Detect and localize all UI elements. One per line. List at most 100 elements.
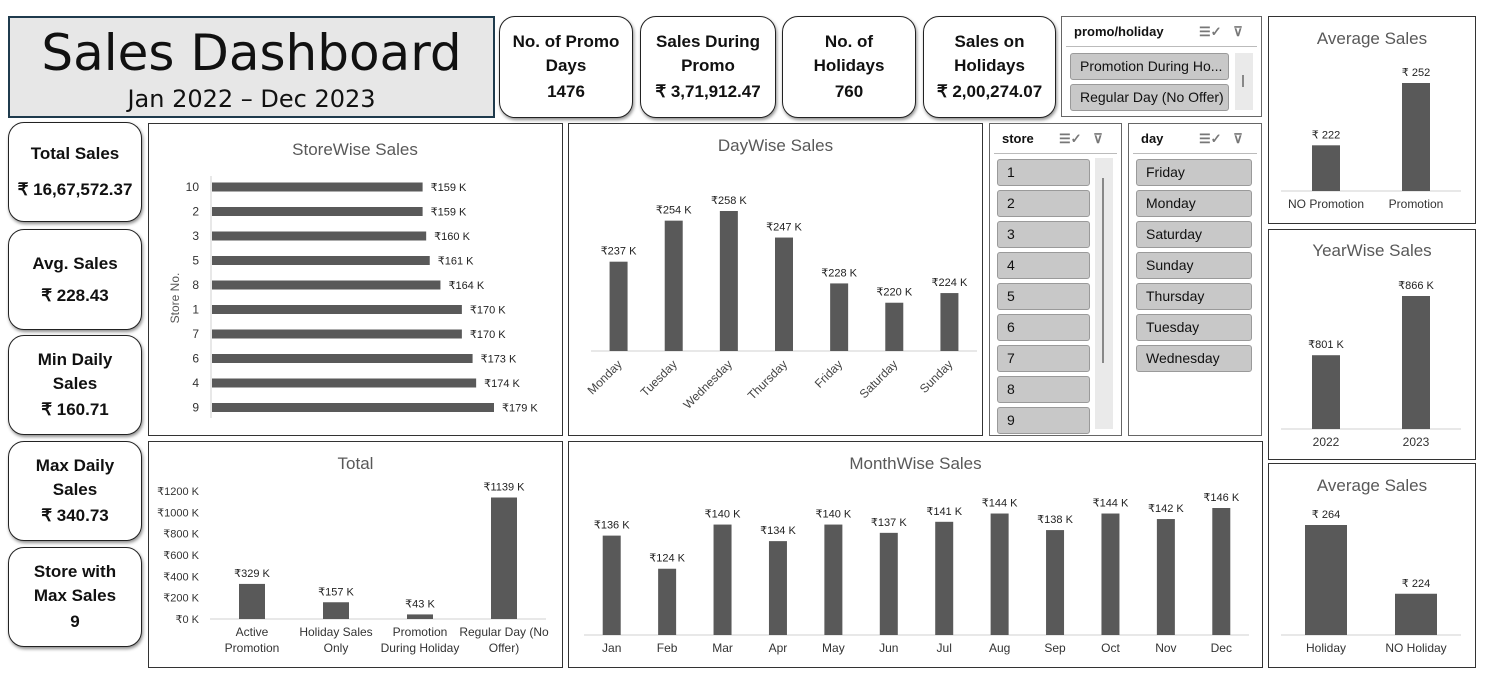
category-label: Jun	[879, 641, 898, 655]
slicer-item[interactable]: Sunday	[1136, 252, 1252, 279]
slicer-item[interactable]: Regular Day (No Offer)	[1070, 84, 1229, 111]
slicer-header: promo/holiday ☰✓ ⊽	[1066, 17, 1257, 47]
category-label: 3	[192, 229, 199, 243]
kpi-value: 9	[70, 612, 80, 631]
data-label: ₹228 K	[821, 267, 857, 279]
kpi-label: No. of Promo	[512, 32, 620, 51]
y-tick-label: ₹600 K	[163, 550, 199, 562]
multi-select-icon[interactable]: ☰✓	[1199, 23, 1222, 39]
slicer-scrollbar[interactable]	[1095, 158, 1113, 429]
date-range-subtitle: Jan 2022 – Dec 2023	[127, 85, 376, 113]
bar	[212, 354, 473, 363]
data-label: ₹159 K	[431, 182, 467, 194]
category-label: Nov	[1155, 641, 1176, 655]
bar	[212, 280, 441, 290]
y-tick-label: ₹0 K	[175, 614, 199, 626]
clear-filter-icon[interactable]: ⊽	[1233, 130, 1243, 146]
slicer-item[interactable]: 6	[997, 314, 1090, 341]
chart-yearwise-sales: YearWise Sales ₹801 K 2022 ₹866 K 2023	[1268, 229, 1476, 460]
slicer-item[interactable]: 4	[997, 252, 1090, 279]
category-label: 5	[192, 254, 199, 268]
slicer-item[interactable]: 5	[997, 283, 1090, 310]
bar	[212, 378, 477, 388]
slicer-item[interactable]: 2	[997, 190, 1090, 217]
slicer-header: day ☰✓ ⊽	[1133, 124, 1257, 154]
kpi-store-max-sales: Store with Max Sales 9	[8, 547, 142, 647]
kpi-value: ₹ 228.43	[41, 285, 109, 305]
category-label: Wednesday	[680, 357, 735, 412]
kpi-value: ₹ 16,67,572.37	[17, 180, 133, 199]
category-label: 10	[186, 180, 200, 194]
kpi-label: Avg. Sales	[32, 253, 118, 273]
data-label: ₹140 K	[816, 509, 852, 521]
data-label: ₹224 K	[932, 277, 968, 289]
slicer-item[interactable]: 9	[997, 407, 1090, 434]
kpi-value: ₹ 3,71,912.47	[655, 82, 761, 101]
data-label: ₹146 K	[1203, 492, 1239, 504]
category-label: During Holiday	[381, 641, 460, 655]
slicer-item[interactable]: Monday	[1136, 190, 1252, 217]
category-label: 7	[192, 327, 199, 341]
data-label: ₹142 K	[1148, 503, 1184, 515]
category-label: 2	[192, 205, 199, 219]
category-label: NO Holiday	[1385, 641, 1446, 655]
bar	[239, 583, 265, 619]
kpi-label: Sales	[52, 374, 98, 393]
slicer-item[interactable]: 8	[997, 376, 1090, 403]
multi-select-icon[interactable]: ☰✓	[1199, 130, 1222, 146]
slicer-item[interactable]: Friday	[1136, 159, 1252, 186]
slicer-item[interactable]: Tuesday	[1136, 314, 1252, 341]
bar	[407, 614, 433, 619]
kpi-label: Sales	[52, 480, 98, 499]
clear-filter-icon[interactable]: ⊽	[1093, 130, 1103, 146]
slicer-title: promo/holiday	[1074, 24, 1164, 39]
data-label: ₹237 K	[601, 246, 637, 258]
clear-filter-icon[interactable]: ⊽	[1233, 23, 1243, 39]
bar	[885, 302, 904, 351]
kpi-promo-days: No. of Promo Days 1476	[499, 16, 633, 118]
data-label: ₹157 K	[318, 586, 354, 598]
slicer-item[interactable]: 3	[997, 221, 1090, 248]
kpi-value: 760	[834, 82, 864, 101]
data-label: ₹329 K	[234, 568, 270, 580]
bar	[824, 524, 843, 635]
category-label: 2022	[1313, 435, 1340, 449]
kpi-value: 1476	[547, 82, 585, 101]
slicer-item[interactable]: Saturday	[1136, 221, 1252, 248]
data-label: ₹1139 K	[483, 482, 525, 494]
category-label: Holiday Sales	[299, 625, 372, 639]
slicer-item[interactable]: 1	[997, 159, 1090, 186]
slicer-item[interactable]: Thursday	[1136, 283, 1252, 310]
scroll-thumb[interactable]	[1102, 178, 1104, 363]
category-label: Jul	[937, 641, 952, 655]
scroll-thumb[interactable]	[1242, 75, 1244, 87]
slicer-store: store ☰✓ ⊽ 1 2 3 4 5 6 7 8 9	[989, 123, 1122, 436]
kpi-value: ₹ 340.73	[41, 506, 109, 525]
bar	[1312, 355, 1340, 429]
slicer-item[interactable]: 7	[997, 345, 1090, 372]
category-label: Apr	[769, 641, 788, 655]
bar	[491, 497, 517, 619]
data-label: ₹159 K	[431, 207, 467, 219]
slicer-item[interactable]: Wednesday	[1136, 345, 1252, 372]
slicer-scrollbar[interactable]	[1235, 53, 1253, 110]
category-label: Active	[236, 625, 269, 639]
multi-select-icon[interactable]: ☰✓	[1059, 130, 1082, 146]
data-label: ₹179 K	[502, 403, 538, 415]
category-label: 8	[192, 278, 199, 292]
data-label: ₹866 K	[1398, 280, 1434, 292]
category-label: Sunday	[917, 357, 956, 396]
category-label: Tuesday	[638, 357, 680, 399]
chart-average-sales-promo: Average Sales ₹ 222 NO Promotion ₹ 252 Promo…	[1268, 16, 1476, 224]
data-label: ₹137 K	[871, 517, 907, 529]
bar	[940, 293, 959, 351]
data-label: ₹173 K	[481, 354, 517, 366]
data-label: ₹ 252	[1402, 67, 1430, 79]
kpi-label: Promo	[681, 56, 735, 75]
bar	[212, 256, 430, 265]
chart-monthwise-sales: MonthWise Sales ₹136 K Jan ₹124 K Feb ₹140 K M…	[568, 441, 1263, 668]
slicer-item[interactable]: Promotion During Ho...	[1070, 53, 1229, 80]
slicer-header: store ☰✓ ⊽	[994, 124, 1117, 154]
data-label: ₹43 K	[405, 598, 435, 610]
kpi-label: Holidays	[813, 56, 885, 75]
